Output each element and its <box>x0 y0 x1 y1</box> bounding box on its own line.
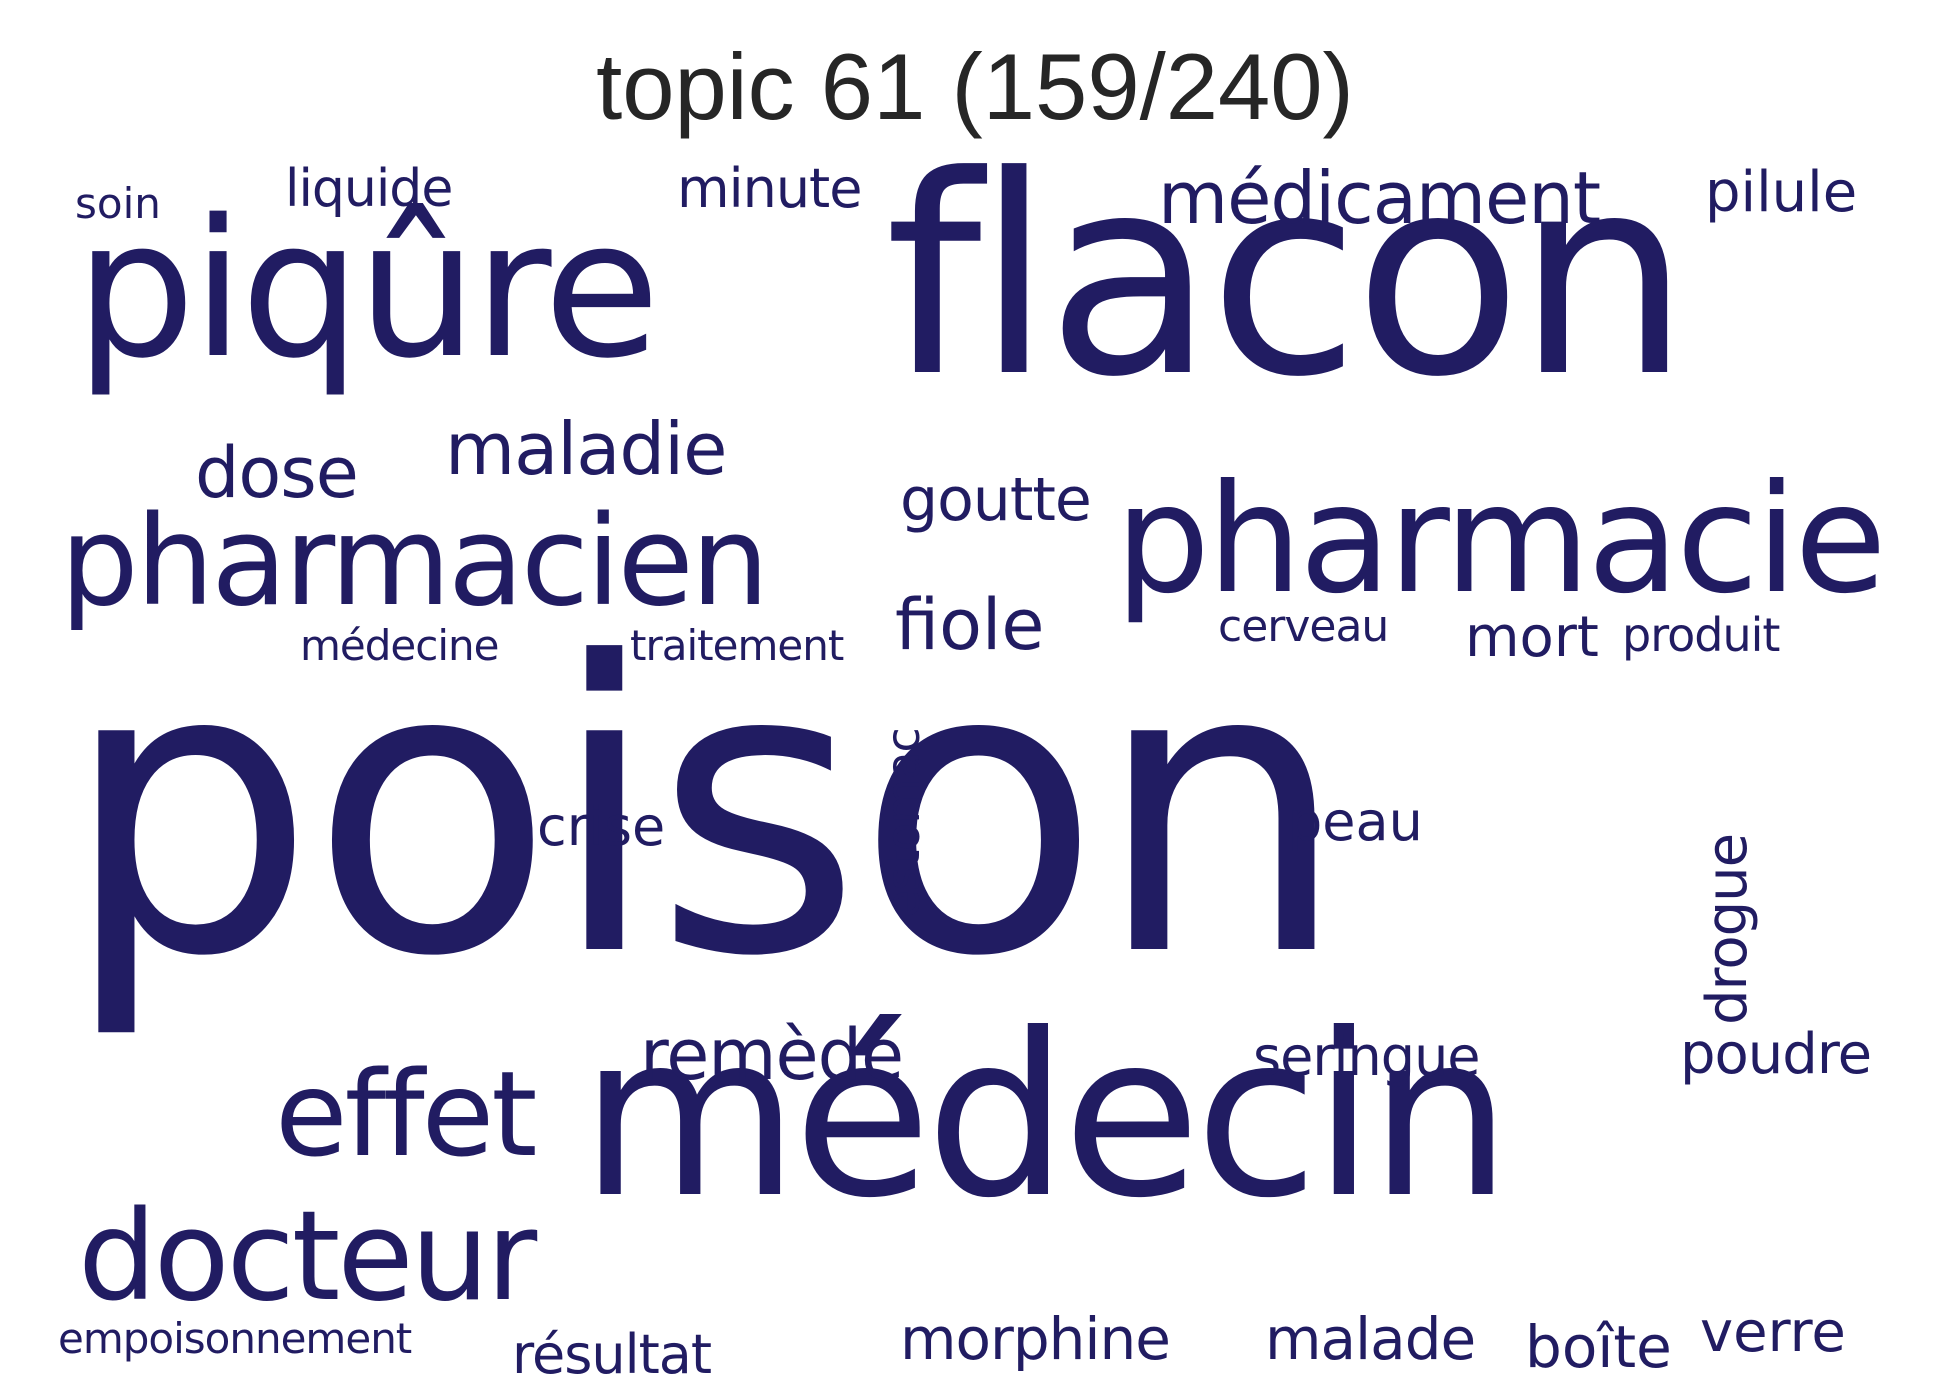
word-pharmacie: pharmacie <box>1115 453 1887 627</box>
word-peau: peau <box>1288 790 1423 853</box>
word-remede: remède <box>640 1014 904 1096</box>
word-malade: malade <box>1265 1305 1476 1373</box>
word-soin: soin <box>75 179 161 228</box>
word-cerveau: cerveau <box>1218 601 1389 652</box>
word-docteur: docteur <box>78 1185 537 1329</box>
word-empoisonnement: empoisonnement <box>58 1314 412 1363</box>
word-minute: minute <box>677 157 862 220</box>
word-traitement: traitement <box>630 621 844 670</box>
word-boite: boîte <box>1525 1313 1672 1381</box>
word-medecine: médecine <box>300 621 499 670</box>
word-poison: poison <box>62 579 1348 1044</box>
word-medicament: médicament <box>1158 156 1601 240</box>
word-flacon: flacon <box>885 117 1690 437</box>
word-pilule: pilule <box>1705 160 1858 225</box>
word-seringue: seringue <box>1253 1025 1481 1088</box>
chart-title: topic 61 (159/240) <box>596 34 1354 139</box>
word-mort: mort <box>1465 605 1599 670</box>
word-crise: crise <box>537 795 666 858</box>
word-verre: verre <box>1700 1300 1846 1365</box>
word-goutte: goutte <box>900 465 1092 535</box>
word-maladie: maladie <box>445 407 727 491</box>
word-resultat: résultat <box>512 1323 712 1386</box>
word-effet: effet <box>275 1045 538 1183</box>
word-piqure: piqûre <box>75 179 660 400</box>
word-morphine: morphine <box>900 1305 1171 1373</box>
word-fiole: fiole <box>895 584 1045 666</box>
word-produit: produit <box>1622 608 1780 662</box>
word-dose: dose <box>195 432 359 514</box>
word-poudre: poudre <box>1680 1022 1872 1087</box>
word-pharmacien: pharmacien <box>60 490 769 634</box>
word-drogue: drogue <box>1695 833 1760 1025</box>
word-medecin: médecin <box>580 986 1512 1248</box>
word-liquide: liquide <box>285 159 453 219</box>
word-estomac: estomac <box>876 728 930 918</box>
